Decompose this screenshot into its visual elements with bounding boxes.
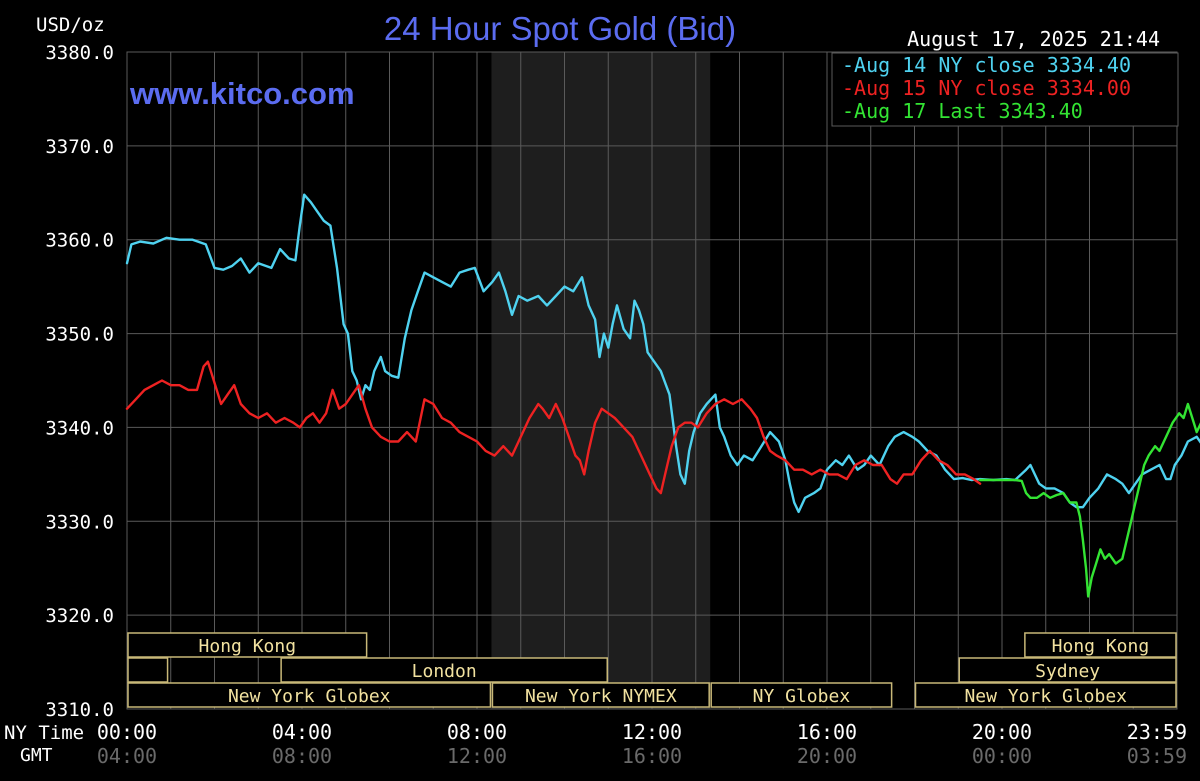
legend-box [831,52,1179,127]
x-axis-gmt-label: GMT [20,745,53,766]
x-tick-label-ny: 20:00 [972,720,1032,744]
session-band: Sydney [958,657,1177,683]
legend-entry-aug-14: -Aug 14 NY close 3334.40 [842,53,1131,77]
x-tick-label-gmt: 12:00 [447,744,507,768]
x-tick-label-gmt: 16:00 [622,744,682,768]
x-tick-label-ny: 12:00 [622,720,682,744]
watermark-url: www.kitco.com [129,76,355,111]
x-tick-label-gmt: 08:00 [272,744,332,768]
session-band-box [127,657,169,683]
grid-layer [126,51,1178,710]
session-band-label: New York Globex [964,686,1127,707]
x-tick-label-gmt: 00:00 [972,744,1032,768]
series-layer [125,193,1200,598]
y-tick-label: 3330.0 [45,511,114,533]
y-axis-ticks: 3380.0 3370.0 3360.0 3350.0 3340.0 3330.0 3320… [45,42,114,721]
y-tick-label: 3310.0 [45,699,114,721]
x-tick-label-ny: 08:00 [447,720,507,744]
session-band-label: NY Globex [753,686,851,707]
session-band-label: Hong Kong [1052,636,1150,657]
y-tick-label: 3380.0 [45,42,114,64]
timestamp: August 17, 2025 21:44 [907,27,1160,51]
legend: -Aug 14 NY close 3334.40 -Aug 15 NY clos… [831,52,1179,127]
x-tick-label-gmt: 03:59 [1127,744,1187,768]
session-band: New York Globex [127,682,492,708]
x-axis-ny-time-label: NY Time [4,722,84,744]
x-tick-label-gmt: 20:00 [797,744,857,768]
session-band: Hong Kong [127,632,368,658]
x-tick-label-gmt: 04:00 [97,744,157,768]
x-tick-label-ny: 16:00 [797,720,857,744]
session-band: New York NYMEX [491,682,710,708]
legend-entry-aug-15: -Aug 15 NY close 3334.00 [842,76,1131,100]
series-line-0 [125,193,1200,514]
session-band-box [127,632,368,658]
session-band-box [280,657,608,683]
session-band-box [958,657,1177,683]
x-tick-label-ny: 00:00 [97,720,157,744]
session-band-label: New York NYMEX [525,686,677,707]
y-tick-label: 3320.0 [45,605,114,627]
y-axis-unit-label: USD/oz [36,14,105,36]
session-band-box [127,682,492,708]
session-band: Hong Kong [1024,632,1177,658]
session-band-box [1024,632,1177,658]
legend-entry-aug-17: -Aug 17 Last 3343.40 [842,99,1083,123]
session-band-box [710,682,893,708]
chart-title: 24 Hour Spot Gold (Bid) [384,10,736,47]
session-band-label: Sydney [1035,661,1100,682]
session-band: New York Globex [914,682,1177,708]
x-tick-label-ny: 04:00 [272,720,332,744]
x-tick-label-ny: 23:59 [1127,720,1187,744]
x-axis-ticks: 00:0004:0004:0008:0008:0012:0012:0016:00… [97,720,1187,768]
series-line-2 [978,402,1200,598]
session-band-box [914,682,1177,708]
y-tick-label: 3360.0 [45,230,114,252]
session-band-label: New York Globex [228,686,391,707]
nymex-shaded-region [491,52,711,709]
series-line-1 [125,360,982,495]
session-band-label: Hong Kong [199,636,297,657]
y-tick-label: 3340.0 [45,417,114,439]
y-tick-label: 3370.0 [45,136,114,158]
session-band: NY Globex [710,682,893,708]
session-band-label: London [412,661,477,682]
nymex-shade-layer [491,52,711,709]
session-band: London [280,657,608,683]
session-band-box [491,682,710,708]
plot-frame [126,51,1178,710]
y-tick-label: 3350.0 [45,324,114,346]
session-bands: Hong Kong Hong Kong London Sydney New York G… [127,632,1177,708]
session-band [127,657,169,683]
